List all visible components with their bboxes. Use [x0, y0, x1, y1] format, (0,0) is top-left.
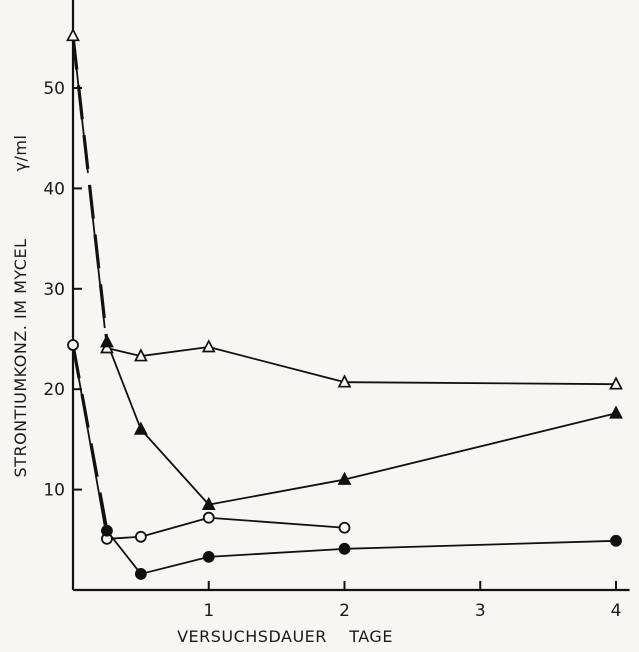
- x-tick-label: 3: [475, 601, 486, 621]
- y-tick-label: 30: [43, 280, 65, 300]
- series-markers: [66, 27, 623, 580]
- series-connector-dashed: [71, 35, 109, 343]
- data-point-open-triangle: [201, 339, 216, 353]
- series-segment: [344, 412, 617, 481]
- data-point-filled-triangle: [100, 334, 114, 348]
- y-tick-label: 40: [43, 179, 65, 199]
- data-point-open-triangle: [609, 376, 623, 390]
- y-axis-unit: γ/ml: [11, 135, 30, 172]
- y-axis-title: STRONTIUMKONZ. IM MYCEL: [11, 239, 30, 478]
- data-point-filled-circle: [101, 524, 113, 537]
- y-tick-label: 10: [43, 481, 65, 501]
- data-point-filled-circle: [338, 542, 351, 555]
- series-segment: [344, 381, 617, 386]
- data-point-filled-circle: [134, 568, 147, 580]
- x-axis-title: VERSUCHSDAUER TAGE: [177, 627, 393, 646]
- data-point-open-triangle: [337, 374, 352, 388]
- data-point-filled-triangle: [609, 405, 623, 419]
- data-point-open-circle: [338, 521, 351, 534]
- data-point-open-circle: [67, 339, 79, 351]
- series-segment: [106, 341, 142, 430]
- series-segment: [208, 478, 345, 506]
- series-segment: [208, 346, 345, 384]
- series-segment: [344, 539, 617, 550]
- data-point-filled-triangle: [133, 421, 148, 435]
- series-lines: [71, 35, 617, 575]
- series-segment: [140, 346, 209, 357]
- data-point-open-circle: [202, 511, 215, 524]
- data-point-filled-circle: [202, 550, 215, 563]
- data-point-open-circle: [134, 530, 147, 543]
- y-tick-label: 20: [43, 380, 65, 400]
- data-point-open-triangle: [66, 27, 80, 42]
- data-point-open-triangle: [133, 348, 148, 362]
- series-segment: [140, 555, 209, 575]
- series-segment: [208, 547, 345, 558]
- data-point-filled-triangle: [337, 471, 352, 485]
- y-tick-label: 50: [43, 79, 65, 99]
- series-connector-dashed: [71, 344, 109, 532]
- data-point-filled-triangle: [201, 496, 216, 511]
- data-point-filled-circle: [610, 534, 622, 547]
- x-tick-label: 1: [203, 601, 214, 621]
- series-segment: [208, 516, 345, 529]
- ticks: 1 2 3 4 10 20 30 40 50: [43, 79, 621, 621]
- series-segment: [140, 516, 209, 538]
- axes: [71, 0, 630, 592]
- series-segment: [140, 428, 210, 506]
- series-segment: [106, 347, 142, 357]
- x-tick-label: 4: [611, 601, 622, 621]
- x-tick-label: 2: [339, 601, 350, 621]
